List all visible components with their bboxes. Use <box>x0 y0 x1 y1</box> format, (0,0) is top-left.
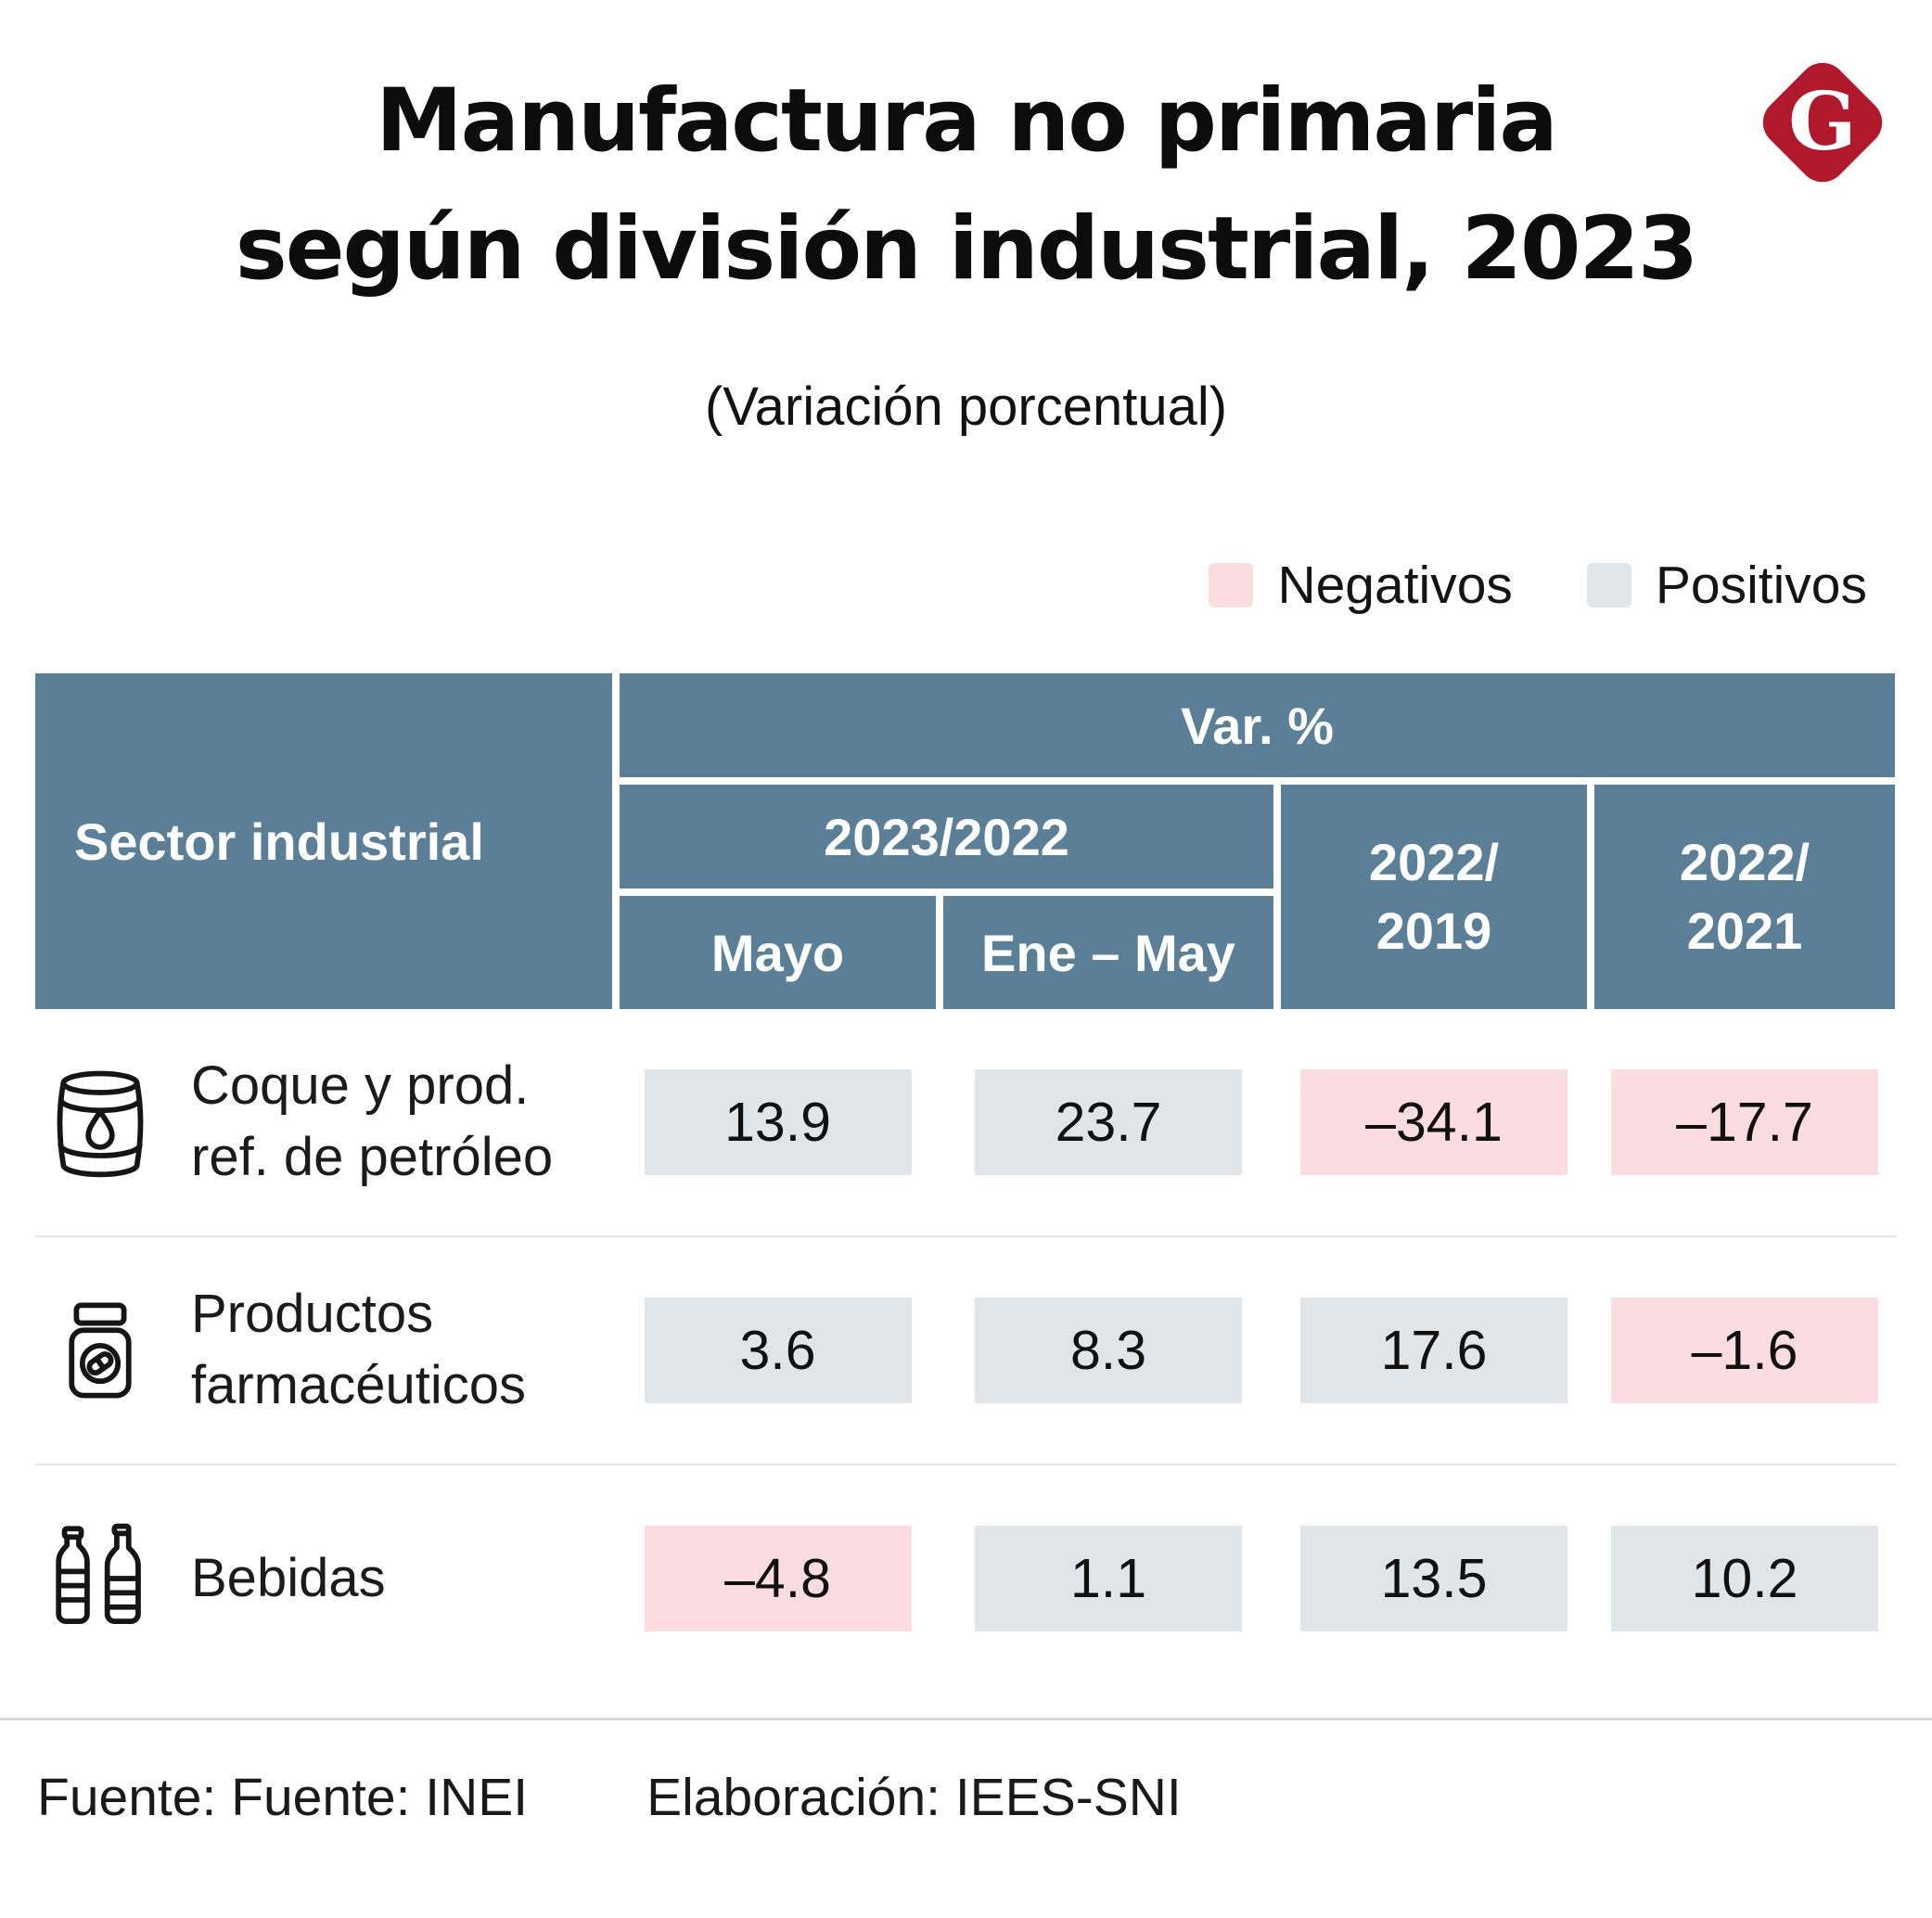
value-cell: –34.1 <box>1300 1069 1567 1175</box>
header-2022-2021-line1: 2022/ <box>1679 833 1810 892</box>
value-cell: 13.9 <box>644 1069 912 1175</box>
header-2022-2019-line2: 2019 <box>1375 901 1492 960</box>
header-sector-industrial: Sector industrial <box>35 673 612 1009</box>
legend: Negativos Positivos <box>1209 555 1867 616</box>
table-body: Coque y prod. ref. de petróleo 13.9 23.7… <box>35 1009 1897 1692</box>
sector-label: Productos farmacéuticos <box>191 1284 527 1415</box>
pill-bottle-icon <box>69 1302 132 1399</box>
value-cell: –1.6 <box>1611 1298 1878 1403</box>
sector-label: Bebidas <box>191 1547 386 1608</box>
header-2022-2019: 2022/ 2019 <box>1281 785 1587 1009</box>
value-cell: 23.7 <box>975 1069 1242 1175</box>
value-cell: –17.7 <box>1611 1069 1878 1175</box>
header-var-percent: Var. % <box>620 673 1895 777</box>
page-title-line2: según división industrial, 2023 <box>235 198 1698 300</box>
page-subtitle: (Variación porcentual) <box>704 377 1228 437</box>
page-title-line1: Manufactura no primaria <box>376 70 1558 172</box>
brand-logo-diamond: G <box>1753 53 1892 192</box>
positive-swatch-icon <box>1586 563 1631 607</box>
legend-item-positivos: Positivos <box>1586 555 1867 616</box>
title-block: Manufactura no primaria según división i… <box>0 58 1932 313</box>
value-cell: 8.3 <box>975 1298 1242 1403</box>
footer: Fuente: Fuente: INEI Elaboración: IEES-S… <box>37 1767 1182 1828</box>
header-2022-2021-line2: 2021 <box>1686 901 1803 960</box>
sector-cell-farmaceuticos: Productos farmacéuticos <box>35 1279 612 1421</box>
brand-logo: G <box>1752 52 1893 193</box>
header-mayo: Mayo <box>620 896 936 1009</box>
legend-item-negativos: Negativos <box>1209 555 1513 616</box>
legend-label-negativos: Negativos <box>1277 556 1513 615</box>
value-cell: 13.5 <box>1300 1526 1567 1631</box>
table-row: Bebidas –4.8 1.1 13.5 10.2 <box>35 1464 1897 1692</box>
header-ene-may: Ene – May <box>943 896 1273 1009</box>
value-cell: –4.8 <box>644 1526 912 1631</box>
sector-label: Coque y prod. ref. de petróleo <box>191 1055 554 1187</box>
sector-cell-coque: Coque y prod. ref. de petróleo <box>35 1051 612 1193</box>
legend-label-positivos: Positivos <box>1655 556 1867 615</box>
brand-logo-letter: G <box>1788 74 1857 169</box>
table-row: Productos farmacéuticos 3.6 8.3 17.6 –1.… <box>35 1235 1897 1464</box>
value-cell: 10.2 <box>1611 1526 1878 1631</box>
table-header: Sector industrial Var. % 2023/2022 2022/… <box>35 673 1897 1009</box>
sector-cell-bebidas: Bebidas <box>35 1519 612 1638</box>
negative-swatch-icon <box>1209 563 1254 607</box>
footer-divider <box>0 1718 1932 1720</box>
header-2022-2019-line1: 2022/ <box>1368 833 1500 892</box>
header-2022-2021: 2022/ 2021 <box>1594 785 1895 1009</box>
header-group-2023-2022: 2023/2022 <box>620 785 1273 889</box>
value-cell: 1.1 <box>975 1526 1242 1631</box>
oil-barrel-icon <box>57 1070 144 1178</box>
footer-elaboration: Elaboración: IEES-SNI <box>646 1768 1182 1827</box>
table-row: Coque y prod. ref. de petróleo 13.9 23.7… <box>35 1009 1897 1235</box>
bottles-icon <box>56 1523 141 1624</box>
footer-source: Fuente: Fuente: INEI <box>37 1768 529 1827</box>
value-cell: 3.6 <box>644 1298 912 1403</box>
value-cell: 17.6 <box>1300 1298 1567 1403</box>
